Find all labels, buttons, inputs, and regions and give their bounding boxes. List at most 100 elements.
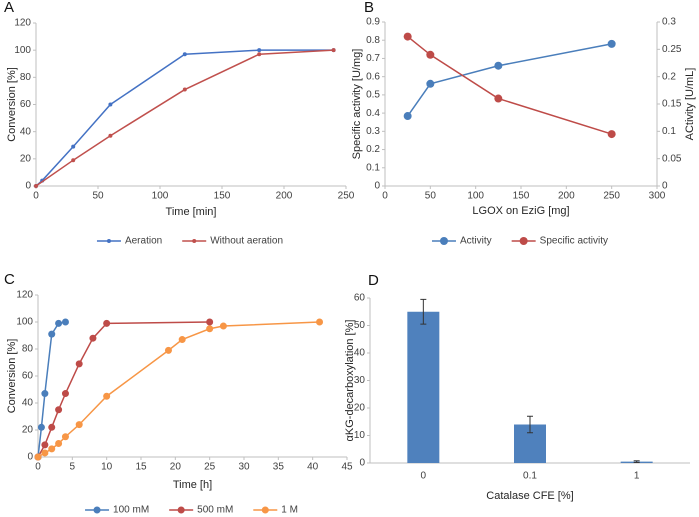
x-axis-title: LGOX on EziG [mg] xyxy=(472,205,569,217)
x-tick-label: 150 xyxy=(513,191,530,202)
x-tick-label: 0 xyxy=(35,462,41,473)
x-tick-label: 100 xyxy=(467,191,484,202)
y-tick-label: 0.3 xyxy=(366,126,380,137)
data-point xyxy=(61,318,69,326)
data-point xyxy=(206,318,214,326)
legend-label: 1 M xyxy=(281,505,298,516)
y-tick-label: 30 xyxy=(354,375,366,386)
x-tick-label: 200 xyxy=(558,191,575,202)
legend-marker xyxy=(106,239,111,243)
data-point xyxy=(61,433,69,441)
x-tick-label: 1 xyxy=(634,471,640,482)
y-tick-label: 0.1 xyxy=(366,162,380,173)
y-tick-label: 50 xyxy=(354,320,366,331)
x-tick-label: 50 xyxy=(92,191,104,202)
data-point xyxy=(41,390,49,398)
y2-tick-label: 0.1 xyxy=(662,126,676,137)
data-point xyxy=(607,130,616,139)
y2-tick-label: 0 xyxy=(662,181,668,192)
legend-marker xyxy=(519,237,528,245)
data-point xyxy=(55,319,63,327)
series-line xyxy=(407,35,612,135)
data-point xyxy=(41,449,49,457)
panel-label: C xyxy=(4,271,15,288)
data-point xyxy=(61,390,69,398)
data-point xyxy=(331,48,336,53)
y-tick-label: 60 xyxy=(354,293,366,304)
x-tick-label: 45 xyxy=(341,462,353,473)
y-tick-label: 40 xyxy=(354,348,366,359)
legend-marker xyxy=(93,506,101,514)
x-tick-label: 0 xyxy=(421,471,427,482)
data-point xyxy=(426,50,435,59)
data-point xyxy=(494,94,503,103)
data-point xyxy=(206,325,214,333)
y2-tick-label: 0.3 xyxy=(662,17,676,28)
x-axis-title: Catalase CFE [%] xyxy=(486,490,573,502)
legend-marker xyxy=(177,506,185,514)
data-point xyxy=(403,32,412,41)
data-point xyxy=(494,61,503,70)
y2-tick-label: 0.05 xyxy=(662,153,682,164)
x-tick-label: 0 xyxy=(33,191,39,202)
data-point xyxy=(607,39,616,48)
x-tick-label: 300 xyxy=(649,191,666,202)
y-tick-label: 0 xyxy=(27,452,33,463)
data-point xyxy=(34,453,42,461)
x-axis-title: Time [min] xyxy=(166,206,217,218)
data-point xyxy=(48,423,56,431)
data-point xyxy=(403,112,412,121)
bar xyxy=(407,311,440,463)
data-point xyxy=(89,334,97,342)
legend-label: Without aeration xyxy=(210,236,283,247)
data-point xyxy=(37,423,45,431)
legend-marker xyxy=(261,506,269,514)
x-tick-label: 20 xyxy=(170,462,182,473)
data-point xyxy=(71,158,76,163)
data-point xyxy=(257,52,262,57)
x-tick-label: 250 xyxy=(338,191,355,202)
y-tick-label: 0.6 xyxy=(366,71,380,82)
legend-label: 500 mM xyxy=(197,505,233,516)
data-point xyxy=(316,318,324,326)
y-axis-title: Conversion [%] xyxy=(6,67,18,142)
data-point xyxy=(71,144,76,149)
data-point xyxy=(178,336,186,344)
y-axis-title: Specific activity [U/mg] xyxy=(351,49,363,160)
legend-label: 100 mM xyxy=(113,505,149,516)
y-tick-label: 0.4 xyxy=(366,108,380,119)
x-tick-label: 100 xyxy=(152,191,169,202)
data-point xyxy=(75,360,83,368)
y-tick-label: 20 xyxy=(22,425,34,436)
panel-label: D xyxy=(368,272,379,289)
data-point xyxy=(164,346,172,354)
y-tick-label: 40 xyxy=(22,398,34,409)
legend-label: Activity xyxy=(460,236,492,247)
panel-label: A xyxy=(4,0,14,16)
y-tick-label: 0 xyxy=(374,181,380,192)
data-point xyxy=(103,319,111,327)
y2-tick-label: 0.2 xyxy=(662,71,676,82)
data-point xyxy=(103,392,111,400)
y-tick-label: 60 xyxy=(22,371,34,382)
x-tick-label: 10 xyxy=(101,462,113,473)
data-point xyxy=(219,322,227,330)
x-tick-label: 250 xyxy=(603,191,620,202)
x-tick-label: 35 xyxy=(273,462,285,473)
data-point xyxy=(182,52,187,57)
y-tick-label: 0 xyxy=(25,181,31,192)
data-point xyxy=(75,421,83,429)
x-tick-label: 40 xyxy=(307,462,319,473)
y-tick-label: 0.9 xyxy=(366,17,380,28)
x-tick-label: 200 xyxy=(276,191,293,202)
y-tick-label: 0.8 xyxy=(366,35,380,46)
x-tick-label: 0 xyxy=(382,191,388,202)
y-tick-label: 0.5 xyxy=(366,90,380,101)
series-line xyxy=(37,321,320,458)
y-tick-label: 0.2 xyxy=(366,144,380,155)
data-point xyxy=(426,79,435,88)
y-tick-label: 0.7 xyxy=(366,53,380,64)
series-line xyxy=(407,43,612,117)
y-tick-label: 0 xyxy=(359,458,365,469)
y-tick-label: 100 xyxy=(14,45,31,56)
